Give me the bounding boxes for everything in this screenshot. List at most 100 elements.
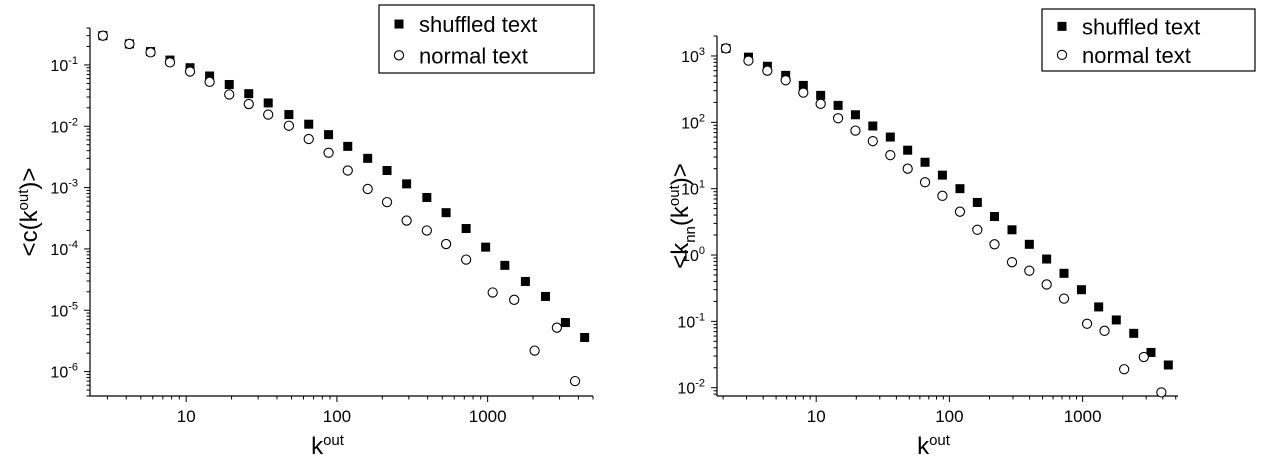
data-point-square xyxy=(224,79,234,89)
data-point-circle xyxy=(529,345,540,356)
y-tick-label: 10-1 xyxy=(677,311,705,331)
data-point-circle xyxy=(509,294,520,305)
data-point-circle xyxy=(145,47,156,58)
data-point-circle xyxy=(867,136,878,147)
data-point-square xyxy=(500,260,510,270)
data-point-square xyxy=(920,157,930,167)
data-point-circle xyxy=(204,76,215,87)
data-point-circle xyxy=(1041,279,1052,290)
data-point-circle xyxy=(224,89,235,100)
data-point-square xyxy=(1057,21,1067,31)
x-tick-label: 1000 xyxy=(1064,407,1102,426)
data-point-square xyxy=(1094,302,1104,312)
data-point-square xyxy=(560,318,570,328)
data-point-square xyxy=(205,71,215,81)
data-point-circle xyxy=(569,375,581,387)
x-tick-label: 100 xyxy=(323,407,351,426)
legend: shuffled text normal text xyxy=(378,4,595,74)
data-point-square xyxy=(1024,239,1034,249)
data-point-circle xyxy=(323,147,334,158)
legend-label: shuffled text xyxy=(1082,14,1200,39)
data-point-circle xyxy=(393,50,405,61)
data-point-square xyxy=(868,121,878,131)
data-point-square xyxy=(363,153,373,163)
data-point-circle xyxy=(342,165,353,176)
y-tick-label: 10-4 xyxy=(50,239,78,259)
data-point-circle xyxy=(1081,318,1093,329)
data-point-circle xyxy=(1056,49,1068,61)
y-tick-label: 101 xyxy=(681,179,705,199)
data-point-circle xyxy=(937,190,948,201)
data-point-square xyxy=(304,119,314,129)
data-point-square xyxy=(1076,285,1086,295)
data-point-circle xyxy=(743,55,754,66)
data-point-circle xyxy=(1156,387,1167,398)
data-point-square xyxy=(402,179,412,189)
data-point-circle xyxy=(1119,364,1130,375)
data-point-circle xyxy=(762,65,773,76)
y-tick-label: 10-3 xyxy=(50,178,78,198)
data-point-square xyxy=(343,141,353,151)
data-point-circle xyxy=(1006,257,1018,268)
data-point-circle xyxy=(1099,325,1110,336)
data-point-circle xyxy=(184,66,196,77)
data-point-circle xyxy=(989,239,1000,250)
data-point-circle xyxy=(720,43,732,54)
data-point-circle xyxy=(164,57,176,68)
series-normal xyxy=(97,30,581,387)
data-point-circle xyxy=(460,254,472,265)
data-point-square xyxy=(850,110,860,120)
legend: shuffled text normal text xyxy=(1041,8,1256,72)
y-tick-label: 103 xyxy=(681,46,705,66)
data-point-square xyxy=(520,276,530,286)
data-point-circle xyxy=(832,113,844,124)
data-point-square xyxy=(1163,360,1173,370)
data-point-circle xyxy=(902,163,913,174)
x-tick-label: 100 xyxy=(935,407,963,426)
data-point-circle xyxy=(1024,265,1035,276)
data-point-circle xyxy=(243,98,254,110)
data-point-square xyxy=(1111,315,1121,325)
chart-panel-1: 10 100 1000 10-6 10-5 10-4 10-3 10-2 10-1 kout <c(… xyxy=(15,4,595,460)
legend-label: shuffled text xyxy=(419,12,537,37)
data-point-square xyxy=(461,224,471,234)
data-point-square xyxy=(284,110,294,120)
data-point-square xyxy=(324,130,334,140)
data-point-square xyxy=(441,208,451,218)
data-point-square xyxy=(903,145,913,155)
y-tick-label: 10-6 xyxy=(50,362,78,382)
data-point-circle xyxy=(954,206,966,217)
data-point-square xyxy=(244,89,254,99)
chart-panel-2: 10 100 1000 10-2 10-1 100 101 102 103 kout <knn(ko… xyxy=(666,8,1256,460)
legend-box xyxy=(378,4,595,74)
data-point-circle xyxy=(124,38,135,50)
data-point-square xyxy=(580,332,590,342)
x-tick-label: 10 xyxy=(807,407,826,426)
data-point-square xyxy=(422,192,432,202)
y-tick-label: 10-1 xyxy=(50,55,78,75)
data-point-circle xyxy=(487,287,498,298)
data-point-circle xyxy=(780,75,791,86)
data-point-square xyxy=(798,80,808,90)
legend-label: normal text xyxy=(1082,43,1191,68)
data-point-circle xyxy=(885,150,896,161)
y-tick-label: 10-5 xyxy=(50,300,78,320)
data-point-square xyxy=(816,90,826,100)
data-point-circle xyxy=(815,98,826,109)
data-point-circle xyxy=(97,30,109,41)
x-axis-label: kout xyxy=(917,432,951,460)
data-point-square xyxy=(263,98,273,108)
y-axis-label: <c(kout)> xyxy=(15,168,43,257)
data-point-square xyxy=(972,197,982,207)
data-point-circle xyxy=(551,322,563,333)
data-point-circle xyxy=(381,196,393,208)
data-point-circle xyxy=(401,215,412,226)
data-point-square xyxy=(955,184,965,194)
data-point-circle xyxy=(440,238,452,250)
data-point-circle xyxy=(850,125,861,136)
data-point-circle xyxy=(1138,351,1149,363)
x-tick-label: 1000 xyxy=(469,407,507,426)
data-point-square xyxy=(1129,328,1139,338)
